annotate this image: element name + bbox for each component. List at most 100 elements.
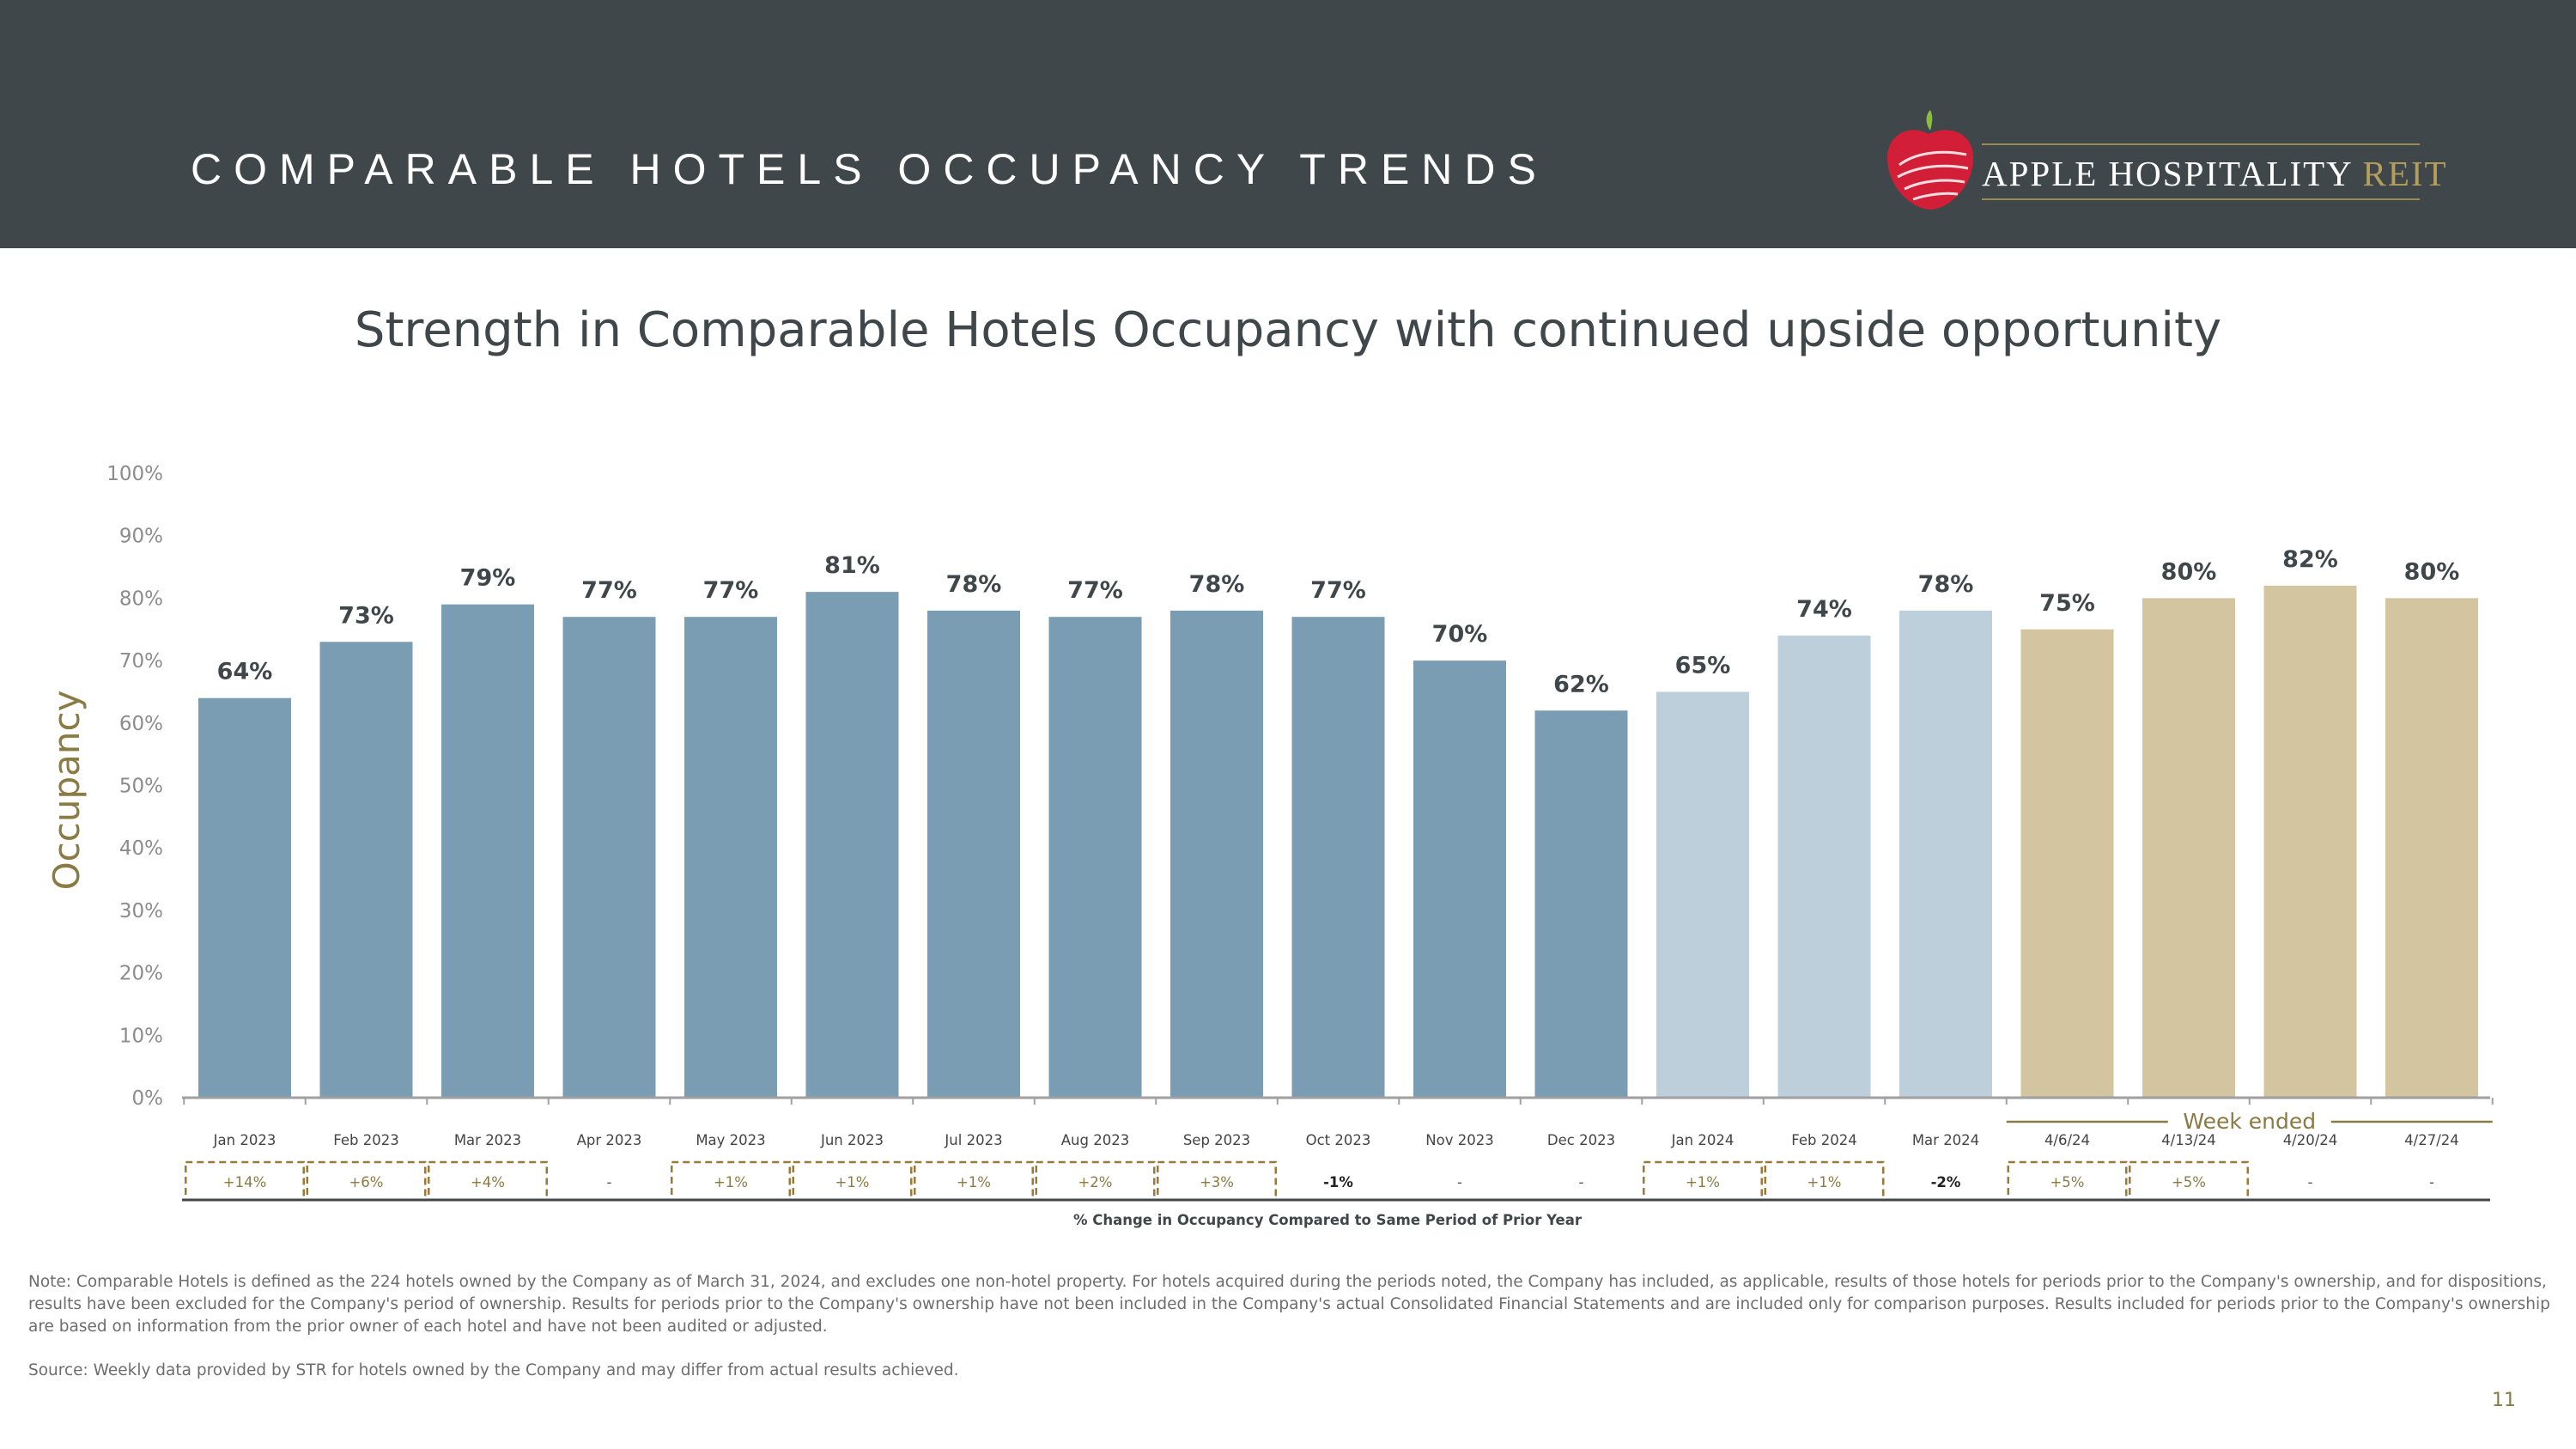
change-value: +5%: [2050, 1174, 2084, 1190]
bar-value-label: 77%: [581, 577, 637, 604]
bar: [1291, 617, 1385, 1098]
bar-value-label: 75%: [2039, 590, 2095, 617]
bar: [927, 610, 1020, 1098]
x-tick-label: Mar 2023: [454, 1132, 521, 1148]
x-tick-label: Jul 2023: [944, 1132, 1002, 1148]
y-tick-label: 70%: [119, 650, 163, 673]
change-value: -: [2429, 1174, 2434, 1190]
change-value: -: [607, 1174, 612, 1190]
bar: [441, 604, 534, 1098]
bar-value-label: 77%: [703, 577, 759, 604]
x-tick-label: 4/20/24: [2283, 1132, 2338, 1148]
bar: [1413, 661, 1506, 1098]
bar: [805, 592, 899, 1098]
bar-value-label: 82%: [2282, 546, 2338, 573]
change-value: +1%: [1686, 1174, 1720, 1190]
x-tick-label: Dec 2023: [1547, 1132, 1615, 1148]
bar-value-label: 70%: [1432, 621, 1488, 648]
page-number: 11: [2492, 1390, 2516, 1411]
x-tick-label: Sep 2023: [1183, 1132, 1250, 1148]
week-ended-label: Week ended: [2183, 1109, 2316, 1134]
x-tick-label: Oct 2023: [1306, 1132, 1371, 1148]
change-value: +1%: [1807, 1174, 1841, 1190]
bar: [562, 617, 656, 1098]
y-tick-label: 50%: [119, 776, 163, 798]
bar-value-label: 78%: [1189, 571, 1245, 598]
change-row-caption: % Change in Occupancy Compared to Same P…: [1073, 1212, 1583, 1228]
bar-value-label: 77%: [1310, 577, 1366, 604]
x-tick-label: Nov 2023: [1425, 1132, 1493, 1148]
change-value: -: [1457, 1174, 1462, 1190]
bar-value-label: 79%: [460, 565, 516, 592]
y-tick-label: 10%: [119, 1025, 163, 1047]
bar: [198, 697, 291, 1098]
bar: [2142, 598, 2235, 1098]
bar: [1170, 610, 1263, 1098]
bar: [2263, 585, 2357, 1098]
bar: [2385, 598, 2478, 1098]
page-title: COMPARABLE HOTELS OCCUPANCY TRENDS: [191, 145, 1548, 193]
x-tick-label: 4/6/24: [2044, 1132, 2090, 1148]
x-tick-label: Apr 2023: [577, 1132, 642, 1148]
change-value: -1%: [1323, 1174, 1353, 1190]
change-value: +1%: [835, 1174, 869, 1190]
bar-value-label: 64%: [217, 659, 273, 685]
bar: [1656, 691, 1749, 1098]
source-note: Source: Weekly data provided by STR for …: [28, 1361, 959, 1379]
logo-wordmark: APPLE HOSPITALITY REIT: [1982, 154, 2448, 193]
logo-rule-top: [1982, 143, 2420, 145]
x-tick-label: Mar 2024: [1912, 1132, 1979, 1148]
bar-value-label: 74%: [1796, 596, 1852, 623]
change-value: +2%: [1078, 1174, 1112, 1190]
x-tick-label: May 2023: [696, 1132, 765, 1148]
y-tick-label: 0%: [132, 1087, 164, 1110]
change-value: -2%: [1931, 1174, 1961, 1190]
change-value: +5%: [2172, 1174, 2206, 1190]
y-tick-label: 90%: [119, 526, 163, 548]
y-tick-label: 30%: [119, 900, 163, 922]
bar-value-label: 65%: [1675, 652, 1731, 679]
y-tick-label: 80%: [119, 588, 163, 610]
change-value: +4%: [471, 1174, 505, 1190]
bar-value-label: 77%: [1067, 577, 1123, 604]
x-tick-label: Jan 2024: [1671, 1132, 1735, 1148]
change-value: -: [1579, 1174, 1584, 1190]
bar: [2020, 629, 2114, 1098]
bar: [1777, 636, 1871, 1098]
y-tick-label: 40%: [119, 837, 163, 860]
bar-value-label: 78%: [1918, 571, 1974, 598]
change-value: +1%: [714, 1174, 748, 1190]
x-tick-label: Feb 2023: [333, 1132, 398, 1148]
bar: [1899, 610, 1992, 1098]
header-banner: COMPARABLE HOTELS OCCUPANCY TRENDS APPLE…: [0, 0, 2576, 248]
bar-value-label: 80%: [2161, 558, 2217, 585]
change-value: -: [2308, 1174, 2313, 1190]
change-value: +14%: [223, 1174, 267, 1190]
bar-value-label: 81%: [824, 552, 880, 579]
change-value: +3%: [1200, 1174, 1234, 1190]
x-tick-label: 4/27/24: [2404, 1132, 2459, 1148]
x-tick-label: Aug 2023: [1061, 1132, 1129, 1148]
bar-value-label: 80%: [2404, 558, 2460, 585]
x-tick-label: 4/13/24: [2161, 1132, 2216, 1148]
chart-subtitle: Strength in Comparable Hotels Occupancy …: [354, 302, 2222, 358]
apple-logo-icon: [1887, 110, 1973, 210]
x-tick-label: Feb 2024: [1791, 1132, 1856, 1148]
x-tick-label: Jun 2023: [820, 1132, 884, 1148]
bar: [319, 642, 413, 1098]
y-tick-label: 20%: [119, 963, 163, 985]
x-tick-label: Jan 2023: [213, 1132, 276, 1148]
bar: [1048, 617, 1142, 1098]
bar-value-label: 62%: [1553, 671, 1609, 697]
change-value: +6%: [349, 1174, 383, 1190]
footnote: Note: Comparable Hotels is defined as th…: [28, 1273, 2550, 1336]
bar-value-label: 73%: [338, 602, 394, 629]
y-tick-label: 60%: [119, 713, 163, 735]
bar: [684, 617, 777, 1098]
change-value: +1%: [957, 1174, 991, 1190]
bar: [1534, 710, 1628, 1098]
logo-rule-bottom: [1982, 198, 2420, 200]
y-tick-label: 100%: [106, 463, 163, 485]
y-axis-title: Occupancy: [46, 691, 88, 891]
